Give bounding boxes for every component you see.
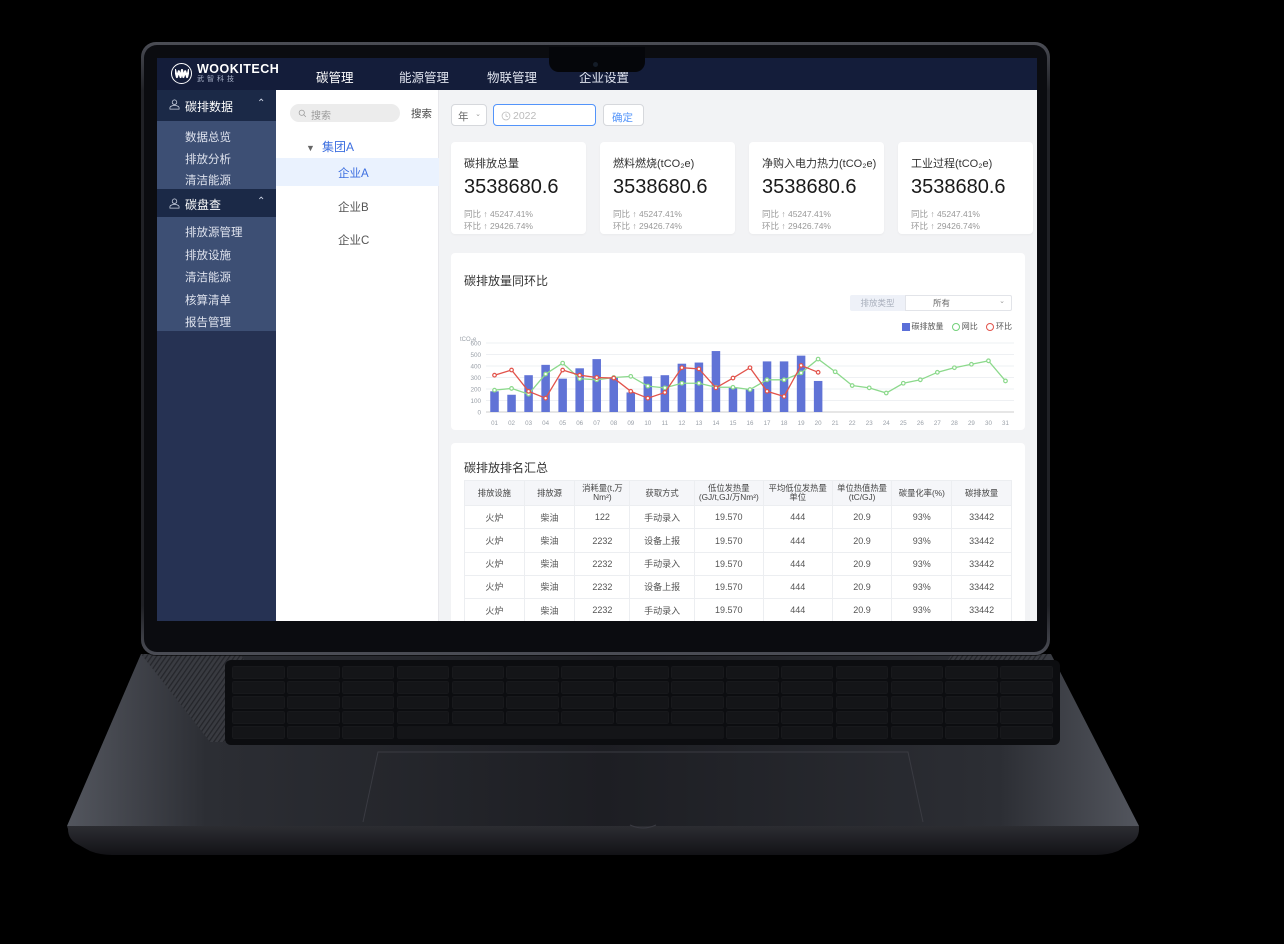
svg-text:09: 09 [627,420,634,425]
svg-text:20: 20 [815,420,822,425]
svg-text:15: 15 [730,420,737,425]
svg-text:05: 05 [559,420,566,425]
svg-text:01: 01 [491,420,498,425]
svg-text:16: 16 [747,420,754,425]
svg-text:29: 29 [968,420,975,425]
svg-text:0: 0 [477,410,481,417]
svg-text:28: 28 [951,420,958,425]
svg-text:02: 02 [508,420,515,425]
svg-text:22: 22 [849,420,856,425]
svg-text:25: 25 [900,420,907,425]
svg-text:tCO₂e: tCO₂e [460,337,477,343]
svg-text:14: 14 [712,420,719,425]
svg-text:500: 500 [470,352,481,359]
svg-text:12: 12 [678,420,685,425]
svg-text:300: 300 [470,375,481,382]
svg-text:19: 19 [798,420,805,425]
svg-text:21: 21 [832,420,839,425]
svg-text:13: 13 [695,420,702,425]
svg-text:18: 18 [781,420,788,425]
svg-text:400: 400 [470,364,481,371]
svg-text:11: 11 [662,420,669,425]
svg-text:07: 07 [593,420,600,425]
svg-text:04: 04 [542,420,549,425]
svg-text:26: 26 [917,420,924,425]
svg-text:24: 24 [883,420,890,425]
svg-text:31: 31 [1002,420,1009,425]
svg-text:17: 17 [764,420,771,425]
svg-text:03: 03 [525,420,532,425]
svg-text:200: 200 [470,387,481,394]
svg-text:30: 30 [985,420,992,425]
svg-text:06: 06 [576,420,583,425]
svg-text:08: 08 [610,420,617,425]
svg-text:10: 10 [644,420,651,425]
svg-text:27: 27 [934,420,941,425]
svg-text:23: 23 [866,420,873,425]
svg-text:100: 100 [470,398,481,405]
